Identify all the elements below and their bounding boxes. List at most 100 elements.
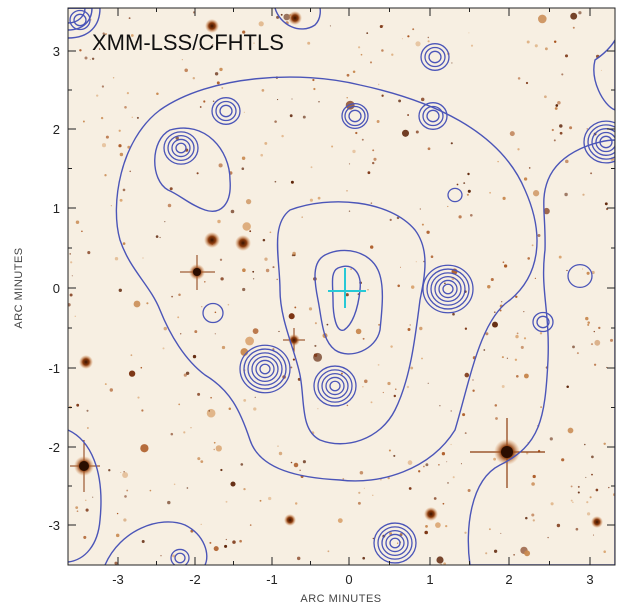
contour-ring xyxy=(438,279,458,299)
source xyxy=(337,518,343,523)
source xyxy=(532,190,540,197)
source xyxy=(289,114,293,118)
contour-ring xyxy=(381,530,409,557)
source xyxy=(450,410,452,412)
source xyxy=(171,295,174,298)
source xyxy=(200,523,202,526)
source xyxy=(570,485,573,488)
contour-ring xyxy=(341,103,369,130)
source xyxy=(467,189,471,193)
source xyxy=(495,417,498,420)
source xyxy=(439,405,441,407)
source xyxy=(110,205,112,207)
source xyxy=(290,461,293,464)
source xyxy=(317,196,321,200)
source xyxy=(367,171,371,175)
source xyxy=(464,432,467,435)
source xyxy=(407,35,410,38)
source xyxy=(104,383,107,386)
source xyxy=(366,32,369,34)
source xyxy=(318,101,320,103)
x-tick-label: 1 xyxy=(426,572,433,587)
source xyxy=(585,316,589,321)
source xyxy=(430,255,434,258)
source xyxy=(242,287,246,292)
source xyxy=(442,502,445,505)
source xyxy=(301,216,303,218)
source xyxy=(523,337,527,340)
contour-ring xyxy=(583,120,615,164)
source xyxy=(240,463,244,466)
source xyxy=(389,532,393,536)
source xyxy=(290,366,293,369)
source xyxy=(183,431,186,434)
source xyxy=(372,494,374,496)
source xyxy=(169,187,173,191)
source xyxy=(604,202,608,206)
source xyxy=(554,107,558,110)
source xyxy=(500,532,502,534)
source xyxy=(452,312,455,316)
source xyxy=(140,366,143,369)
contour-ring xyxy=(174,552,186,564)
source xyxy=(119,198,123,202)
source xyxy=(221,86,224,89)
source xyxy=(230,209,235,214)
source xyxy=(462,413,466,417)
source xyxy=(559,124,563,128)
source xyxy=(586,128,588,130)
source xyxy=(83,535,87,539)
source xyxy=(492,321,498,328)
source xyxy=(472,389,475,392)
source xyxy=(122,242,126,245)
source xyxy=(213,441,216,444)
source xyxy=(249,230,252,233)
source xyxy=(531,513,535,517)
source xyxy=(524,550,531,557)
contour-clusters xyxy=(69,9,615,565)
source xyxy=(378,83,380,86)
source xyxy=(421,223,424,226)
source xyxy=(214,311,217,314)
source xyxy=(269,231,272,234)
bright-star xyxy=(180,255,215,290)
contour-ring xyxy=(202,302,224,324)
y-tick-label: 0 xyxy=(53,281,60,296)
source xyxy=(177,316,180,319)
source xyxy=(578,11,582,15)
source xyxy=(104,174,107,177)
source xyxy=(242,222,251,231)
source xyxy=(119,152,124,157)
source xyxy=(136,116,139,119)
contour-ring xyxy=(591,128,615,156)
source xyxy=(513,554,515,556)
source xyxy=(114,561,118,565)
source xyxy=(372,149,375,152)
source xyxy=(114,257,119,261)
source xyxy=(515,334,519,339)
source xyxy=(408,487,412,490)
source xyxy=(296,556,301,561)
contour-ring xyxy=(447,187,463,203)
y-tick-label: 1 xyxy=(53,201,60,216)
source xyxy=(427,36,430,39)
source xyxy=(224,544,228,548)
contour-ring xyxy=(373,522,417,564)
y-tick-label: -2 xyxy=(48,440,60,455)
source xyxy=(175,136,179,140)
x-tick-label: 2 xyxy=(505,572,512,587)
source xyxy=(314,344,317,347)
source xyxy=(277,99,279,101)
source xyxy=(502,196,506,200)
source xyxy=(92,496,94,498)
source xyxy=(342,478,345,480)
source xyxy=(382,391,384,394)
source xyxy=(160,555,162,557)
source xyxy=(118,288,122,292)
source xyxy=(326,323,329,326)
source xyxy=(252,270,255,273)
source xyxy=(278,330,280,333)
source xyxy=(463,182,466,185)
source xyxy=(268,496,272,501)
source xyxy=(487,285,491,289)
